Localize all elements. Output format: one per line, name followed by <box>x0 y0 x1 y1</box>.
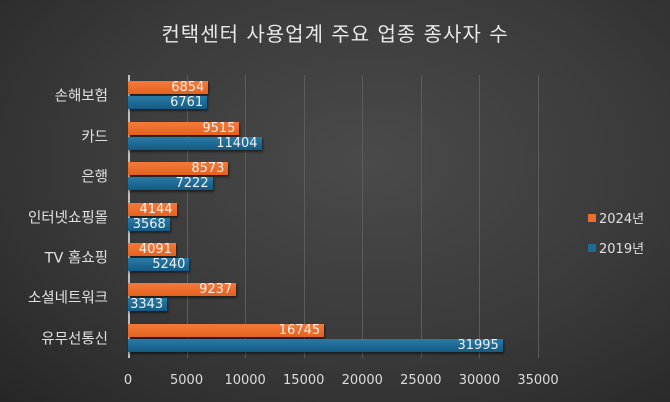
category-label: 유무선통신 <box>41 331 108 348</box>
bar-2019: 3343 <box>128 298 168 312</box>
gridline <box>479 75 481 358</box>
bar-2019: 7222 <box>128 177 213 191</box>
x-tick-label: 25000 <box>400 373 442 388</box>
x-tick-label: 20000 <box>341 373 383 388</box>
category-label: 소셜네트워크 <box>27 290 108 307</box>
bar-2019: 5240 <box>128 257 190 271</box>
bar-2024: 8573 <box>128 162 229 176</box>
legend-label-2019: 2019년 <box>599 242 645 257</box>
gridline <box>245 75 247 358</box>
bar-2019: 31995 <box>128 338 503 352</box>
bar-2024: 9237 <box>128 283 237 297</box>
bar-2024: 9515 <box>128 121 240 135</box>
x-tick-label: 10000 <box>224 373 266 388</box>
x-tick-label: 35000 <box>517 373 559 388</box>
bar-2019: 3568 <box>128 217 170 231</box>
bar-2024: 16745 <box>128 323 325 337</box>
x-tick-label: 15000 <box>283 373 325 388</box>
bar-2019: 11404 <box>128 136 262 150</box>
gridline <box>538 75 539 358</box>
category-label: 인터넷쇼핑몰 <box>27 210 108 226</box>
legend-label-2024: 2024년 <box>599 212 645 227</box>
bar-2024: 4144 <box>128 202 177 216</box>
category-label: 손해보험 <box>54 88 108 105</box>
gridline <box>420 75 422 358</box>
y-axis-line <box>128 75 130 358</box>
category-label: 은행 <box>81 169 108 186</box>
x-tick-label: 0 <box>123 373 133 388</box>
legend-item-2024: 2024년 <box>588 208 644 227</box>
legend-item-2019: 2019년 <box>588 238 644 257</box>
bar-2024: 6854 <box>128 81 209 95</box>
legend-swatch-2019 <box>588 243 596 252</box>
bar-2019: 6761 <box>128 96 208 110</box>
legend-swatch-2024 <box>588 213 596 222</box>
gridline <box>362 75 364 358</box>
x-tick-label: 5000 <box>170 373 204 388</box>
x-tick-label: 30000 <box>458 373 501 388</box>
chart-title: 컨택센터 사용업계 주요 업종 종사자 수 <box>161 22 509 46</box>
bar-2024: 4091 <box>128 242 176 256</box>
gridline <box>186 75 188 358</box>
gridline <box>303 75 305 358</box>
plot-area <box>128 75 539 358</box>
category-label: TV 홈쇼핑 <box>44 250 108 267</box>
category-label: 카드 <box>81 129 108 146</box>
